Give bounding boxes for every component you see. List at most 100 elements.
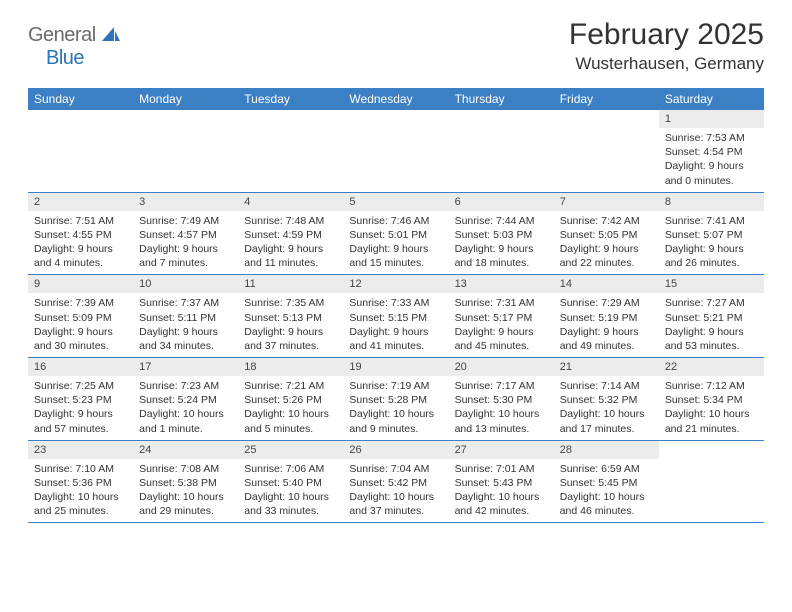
cell-ss: Sunset: 4:54 PM <box>665 145 758 159</box>
week-row: 9Sunrise: 7:39 AMSunset: 5:09 PMDaylight… <box>28 275 764 358</box>
cell-day-number: 6 <box>449 193 554 211</box>
calendar-cell: 13Sunrise: 7:31 AMSunset: 5:17 PMDayligh… <box>449 275 554 357</box>
cell-body: Sunrise: 7:48 AMSunset: 4:59 PMDaylight:… <box>238 211 343 275</box>
cell-ss: Sunset: 5:36 PM <box>34 476 127 490</box>
cell-day-number: 25 <box>238 441 343 459</box>
cell-ss: Sunset: 5:21 PM <box>665 311 758 325</box>
calendar-cell <box>343 110 448 192</box>
cell-body: Sunrise: 7:10 AMSunset: 5:36 PMDaylight:… <box>28 459 133 523</box>
cell-ss: Sunset: 5:13 PM <box>244 311 337 325</box>
calendar-cell <box>449 110 554 192</box>
cell-day-number: 26 <box>343 441 448 459</box>
cell-dl: Daylight: 10 hours and 9 minutes. <box>349 407 442 435</box>
logo-blue: Blue <box>46 47 84 69</box>
cell-dl: Daylight: 9 hours and 7 minutes. <box>139 242 232 270</box>
cell-day-number: 24 <box>133 441 238 459</box>
cell-dl: Daylight: 10 hours and 29 minutes. <box>139 490 232 518</box>
cell-body: Sunrise: 7:25 AMSunset: 5:23 PMDaylight:… <box>28 376 133 440</box>
cell-body: Sunrise: 7:31 AMSunset: 5:17 PMDaylight:… <box>449 293 554 357</box>
cell-day-number: 1 <box>659 110 764 128</box>
cell-ss: Sunset: 5:32 PM <box>560 393 653 407</box>
cell-day-number: 23 <box>28 441 133 459</box>
cell-body: Sunrise: 6:59 AMSunset: 5:45 PMDaylight:… <box>554 459 659 523</box>
day-header-sunday: Sunday <box>28 88 133 110</box>
cell-sr: Sunrise: 7:14 AM <box>560 379 653 393</box>
cell-dl: Daylight: 9 hours and 4 minutes. <box>34 242 127 270</box>
cell-dl: Daylight: 10 hours and 37 minutes. <box>349 490 442 518</box>
cell-day-number <box>343 110 448 116</box>
cell-day-number: 16 <box>28 358 133 376</box>
cell-sr: Sunrise: 7:08 AM <box>139 462 232 476</box>
cell-sr: Sunrise: 7:10 AM <box>34 462 127 476</box>
cell-dl: Daylight: 9 hours and 45 minutes. <box>455 325 548 353</box>
cell-day-number: 20 <box>449 358 554 376</box>
cell-day-number <box>133 110 238 116</box>
cell-ss: Sunset: 5:40 PM <box>244 476 337 490</box>
cell-dl: Daylight: 10 hours and 25 minutes. <box>34 490 127 518</box>
cell-ss: Sunset: 5:30 PM <box>455 393 548 407</box>
month-title: February 2025 <box>569 18 764 52</box>
cell-dl: Daylight: 9 hours and 11 minutes. <box>244 242 337 270</box>
cell-body: Sunrise: 7:42 AMSunset: 5:05 PMDaylight:… <box>554 211 659 275</box>
cell-sr: Sunrise: 7:27 AM <box>665 296 758 310</box>
cell-day-number: 4 <box>238 193 343 211</box>
week-row: 23Sunrise: 7:10 AMSunset: 5:36 PMDayligh… <box>28 441 764 524</box>
cell-sr: Sunrise: 7:25 AM <box>34 379 127 393</box>
cell-day-number <box>28 110 133 116</box>
cell-body: Sunrise: 7:29 AMSunset: 5:19 PMDaylight:… <box>554 293 659 357</box>
cell-ss: Sunset: 5:24 PM <box>139 393 232 407</box>
calendar-cell: 3Sunrise: 7:49 AMSunset: 4:57 PMDaylight… <box>133 193 238 275</box>
calendar-cell: 22Sunrise: 7:12 AMSunset: 5:34 PMDayligh… <box>659 358 764 440</box>
cell-ss: Sunset: 5:15 PM <box>349 311 442 325</box>
cell-sr: Sunrise: 7:46 AM <box>349 214 442 228</box>
calendar-cell <box>238 110 343 192</box>
calendar-cell: 25Sunrise: 7:06 AMSunset: 5:40 PMDayligh… <box>238 441 343 523</box>
calendar-cell: 24Sunrise: 7:08 AMSunset: 5:38 PMDayligh… <box>133 441 238 523</box>
cell-sr: Sunrise: 7:12 AM <box>665 379 758 393</box>
cell-day-number: 21 <box>554 358 659 376</box>
cell-day-number: 15 <box>659 275 764 293</box>
cell-body: Sunrise: 7:06 AMSunset: 5:40 PMDaylight:… <box>238 459 343 523</box>
cell-ss: Sunset: 5:17 PM <box>455 311 548 325</box>
calendar-cell: 11Sunrise: 7:35 AMSunset: 5:13 PMDayligh… <box>238 275 343 357</box>
cell-day-number: 13 <box>449 275 554 293</box>
cell-dl: Daylight: 9 hours and 15 minutes. <box>349 242 442 270</box>
cell-ss: Sunset: 5:34 PM <box>665 393 758 407</box>
logo-general: General <box>28 24 96 46</box>
cell-sr: Sunrise: 7:04 AM <box>349 462 442 476</box>
calendar-cell: 10Sunrise: 7:37 AMSunset: 5:11 PMDayligh… <box>133 275 238 357</box>
cell-dl: Daylight: 10 hours and 1 minute. <box>139 407 232 435</box>
cell-dl: Daylight: 9 hours and 37 minutes. <box>244 325 337 353</box>
calendar-cell: 12Sunrise: 7:33 AMSunset: 5:15 PMDayligh… <box>343 275 448 357</box>
cell-sr: Sunrise: 7:33 AM <box>349 296 442 310</box>
cell-sr: Sunrise: 7:06 AM <box>244 462 337 476</box>
day-header-friday: Friday <box>554 88 659 110</box>
calendar-cell: 23Sunrise: 7:10 AMSunset: 5:36 PMDayligh… <box>28 441 133 523</box>
cell-day-number: 18 <box>238 358 343 376</box>
calendar-cell: 4Sunrise: 7:48 AMSunset: 4:59 PMDaylight… <box>238 193 343 275</box>
cell-sr: Sunrise: 7:39 AM <box>34 296 127 310</box>
cell-dl: Daylight: 10 hours and 33 minutes. <box>244 490 337 518</box>
week-row: 16Sunrise: 7:25 AMSunset: 5:23 PMDayligh… <box>28 358 764 441</box>
calendar-cell: 1Sunrise: 7:53 AMSunset: 4:54 PMDaylight… <box>659 110 764 192</box>
cell-sr: Sunrise: 7:37 AM <box>139 296 232 310</box>
day-header-tuesday: Tuesday <box>238 88 343 110</box>
cell-dl: Daylight: 9 hours and 57 minutes. <box>34 407 127 435</box>
cell-day-number <box>449 110 554 116</box>
cell-body: Sunrise: 7:14 AMSunset: 5:32 PMDaylight:… <box>554 376 659 440</box>
cell-sr: Sunrise: 7:01 AM <box>455 462 548 476</box>
calendar-cell: 2Sunrise: 7:51 AMSunset: 4:55 PMDaylight… <box>28 193 133 275</box>
cell-sr: Sunrise: 7:31 AM <box>455 296 548 310</box>
calendar-cell: 6Sunrise: 7:44 AMSunset: 5:03 PMDaylight… <box>449 193 554 275</box>
cell-dl: Daylight: 10 hours and 5 minutes. <box>244 407 337 435</box>
cell-day-number: 3 <box>133 193 238 211</box>
cell-dl: Daylight: 9 hours and 18 minutes. <box>455 242 548 270</box>
logo-text: General Blue <box>28 24 120 70</box>
calendar-cell: 7Sunrise: 7:42 AMSunset: 5:05 PMDaylight… <box>554 193 659 275</box>
cell-body: Sunrise: 7:46 AMSunset: 5:01 PMDaylight:… <box>343 211 448 275</box>
cell-dl: Daylight: 9 hours and 0 minutes. <box>665 159 758 187</box>
cell-ss: Sunset: 5:42 PM <box>349 476 442 490</box>
cell-body: Sunrise: 7:49 AMSunset: 4:57 PMDaylight:… <box>133 211 238 275</box>
cell-dl: Daylight: 9 hours and 22 minutes. <box>560 242 653 270</box>
cell-dl: Daylight: 10 hours and 13 minutes. <box>455 407 548 435</box>
